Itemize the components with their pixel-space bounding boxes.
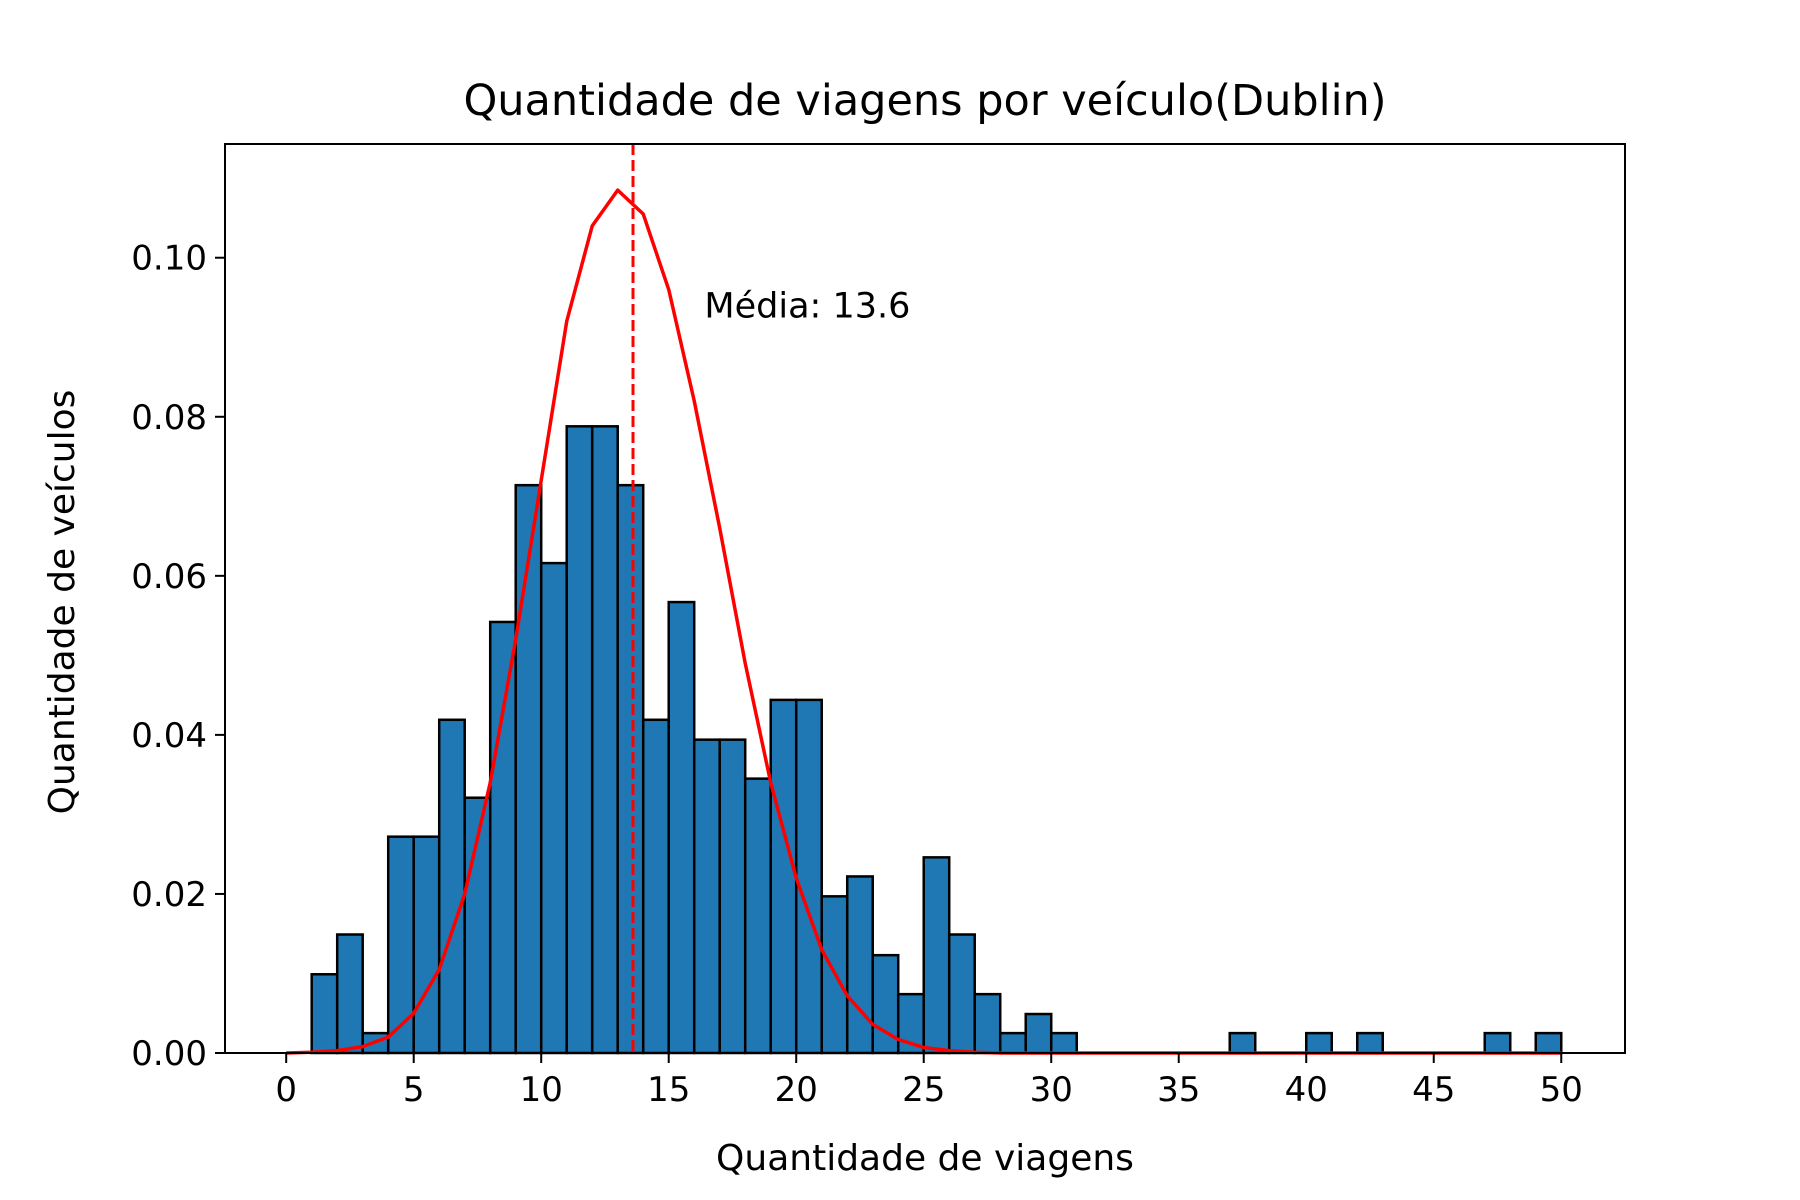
- y-axis-ticks: 0.00 0.02 0.04 0.06 0.08 0.10: [131, 239, 225, 1074]
- mean-annotation: Média: 13.6: [704, 286, 910, 326]
- x-tick-label: 35: [1157, 1070, 1200, 1110]
- y-tick-label: 0.10: [131, 239, 207, 279]
- x-tick-label: 30: [1030, 1070, 1073, 1110]
- x-axis-label: Quantidade de viagens: [716, 1138, 1134, 1179]
- histogram-bar: [565, 425, 594, 1055]
- y-tick-label: 0.02: [131, 875, 207, 915]
- histogram-bar: [718, 738, 747, 1055]
- x-tick-label: 5: [403, 1070, 425, 1110]
- histogram-bar: [998, 1031, 1027, 1055]
- histogram-bar: [973, 992, 1002, 1055]
- histogram-bar: [769, 698, 798, 1055]
- x-tick-label: 25: [902, 1070, 945, 1110]
- histogram-bar: [1304, 1031, 1333, 1055]
- x-tick-label: 45: [1412, 1070, 1455, 1110]
- x-tick-label: 15: [647, 1070, 690, 1110]
- histogram-bar: [1534, 1031, 1563, 1055]
- histogram-bar: [616, 483, 645, 1055]
- histogram-bar: [310, 973, 339, 1055]
- histogram-bar: [335, 933, 364, 1055]
- histogram-bar: [1355, 1031, 1384, 1055]
- x-tick-label: 50: [1540, 1070, 1583, 1110]
- x-tick-label: 10: [520, 1070, 563, 1110]
- histogram-bar: [794, 698, 823, 1055]
- x-tick-label: 20: [775, 1070, 818, 1110]
- histogram-bar: [437, 718, 466, 1055]
- histogram-bar: [641, 718, 670, 1055]
- histogram-bar: [1049, 1031, 1078, 1055]
- y-tick-label: 0.06: [131, 557, 207, 597]
- y-tick-label: 0.04: [131, 716, 207, 756]
- y-tick-label: 0.00: [131, 1034, 207, 1074]
- histogram-bar: [1483, 1031, 1512, 1055]
- histogram-bar: [412, 835, 441, 1055]
- histogram-bar: [488, 620, 517, 1055]
- histogram-bar: [1024, 1012, 1053, 1055]
- histogram-bar: [743, 777, 772, 1055]
- y-axis-label: Quantidade de veículos: [42, 390, 83, 815]
- histogram-bar: [845, 875, 874, 1055]
- histogram-bar: [692, 738, 721, 1055]
- histogram-bar: [922, 856, 951, 1055]
- histogram-bar: [386, 835, 415, 1055]
- histogram-bar: [667, 600, 696, 1055]
- x-tick-label: 0: [275, 1070, 297, 1110]
- histogram-bar: [947, 933, 976, 1055]
- histogram-bar: [1228, 1031, 1257, 1055]
- histogram-bar: [539, 561, 568, 1055]
- y-tick-label: 0.08: [131, 398, 207, 438]
- chart-title: Quantidade de viagens por veículo(Dublin…: [463, 76, 1386, 126]
- x-axis-ticks: 0 5 10 15 20 25 30 35 40 45 50: [275, 1053, 1583, 1110]
- histogram-bar: [514, 483, 543, 1055]
- histogram-bar: [590, 425, 619, 1055]
- x-tick-label: 40: [1285, 1070, 1328, 1110]
- plot-area-frame: [224, 143, 1626, 1054]
